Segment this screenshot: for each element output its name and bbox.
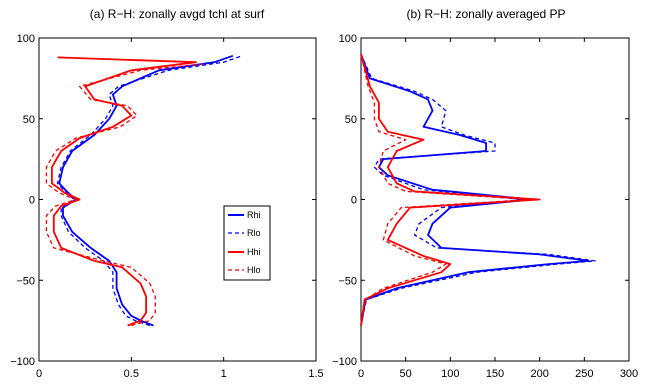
panel-a-ytick-label: 100 [17, 33, 35, 45]
panel-a-ytick-label: 50 [23, 114, 35, 126]
panel-a-lines [45, 54, 243, 327]
panel-a-series-rlo [56, 55, 243, 327]
panel-a-axes [38, 37, 317, 362]
panel-b: (b) R−H: zonally averaged PP 0 50 100 150 20… [332, 7, 638, 380]
panel-b-xtick-label: 200 [530, 368, 548, 380]
panel-a-series-hhi [51, 56, 197, 327]
panel-a-title: (a) R−H: zonally avgd tchl at surf [90, 7, 265, 21]
panel-b-ytick-label: −100 [332, 356, 357, 368]
panel-a-xtick-label: 0 [36, 368, 42, 380]
legend-label-hhi: Hhi [247, 247, 261, 257]
panel-b-series-rlo [360, 53, 596, 326]
panel-a-xtick-label: 1 [221, 368, 227, 380]
panel-b-axes [360, 37, 630, 362]
panel-b-xtick-label: 0 [358, 368, 364, 380]
panel-a-series-rhi [58, 54, 234, 327]
panel-b-ytick-label: −50 [338, 275, 357, 287]
panel-a-ytick-label: −50 [16, 275, 35, 287]
panel-b-series-rhi [360, 53, 590, 326]
legend-box [223, 205, 271, 281]
panel-b-series-hlo [360, 54, 532, 326]
panel-b-ticks: 0 50 100 150 200 250 300 −100 −50 0 50 100 [332, 33, 638, 380]
panel-b-lines [360, 53, 596, 326]
panel-a-ytick-label: −100 [10, 356, 35, 368]
panel-a-xtick-label: 1.5 [308, 368, 323, 380]
panel-a-ticks: 0 0.5 1 1.5 −100 −50 0 50 100 [10, 33, 323, 380]
panel-b-title: (b) R−H: zonally averaged PP [406, 7, 565, 21]
panel-b-ytick-label: 50 [345, 114, 357, 126]
panel-b-xtick-label: 300 [620, 368, 638, 380]
panel-b-xtick-label: 100 [441, 368, 459, 380]
panel-b-ytick-label: 100 [339, 33, 357, 45]
panel-b-xtick-label: 150 [486, 368, 504, 380]
panel-a-series-hlo [45, 63, 206, 327]
panel-a-ytick-label: 0 [29, 195, 35, 207]
panel-a: (a) R−H: zonally avgd tchl at surf 0 0.5 1… [10, 7, 323, 380]
legend-label-hlo: Hlo [247, 265, 261, 275]
panel-b-xtick-label: 250 [575, 368, 593, 380]
panel-b-series-hhi [360, 53, 541, 326]
panel-b-ytick-label: 0 [351, 195, 357, 207]
legend-label-rlo: Rlo [247, 228, 261, 238]
panel-b-xtick-label: 50 [400, 368, 412, 380]
legend-label-rhi: Rhi [247, 210, 261, 220]
legend: Rhi Rlo Hhi Hlo [223, 205, 271, 281]
panel-a-xtick-label: 0.5 [124, 368, 139, 380]
